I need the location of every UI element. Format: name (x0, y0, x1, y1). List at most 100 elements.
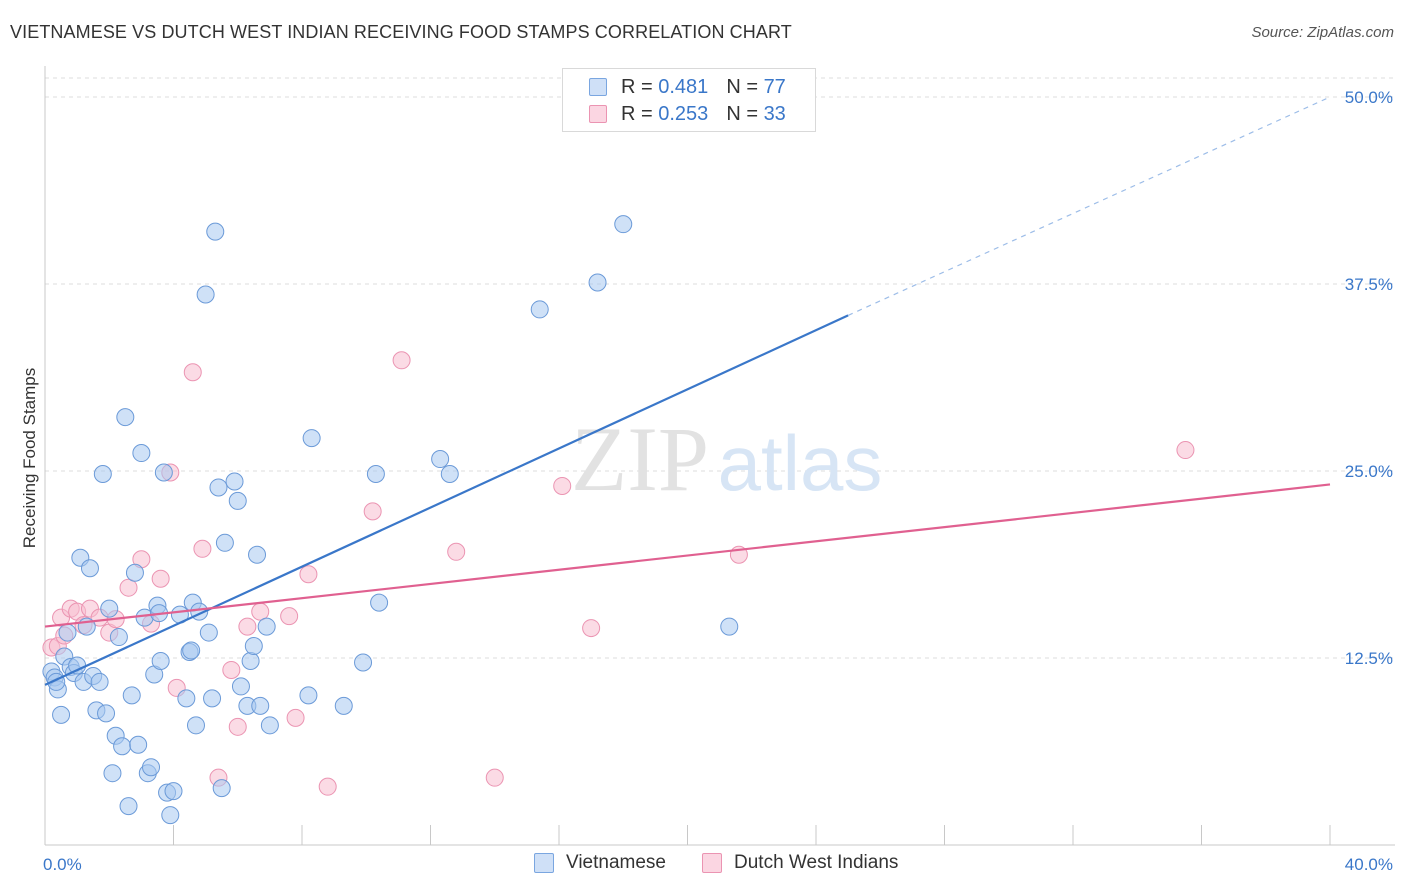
watermark-atlas: atlas (718, 419, 883, 507)
point-vietnamese-72 (614, 215, 633, 234)
legend-swatch-vietnamese (589, 78, 607, 96)
point-vietnamese-17 (97, 704, 116, 723)
point-vietnamese-65 (354, 653, 373, 672)
axes (44, 66, 1395, 846)
legend-item-vietnamese: Vietnamese (534, 852, 666, 874)
point-vietnamese-60 (257, 617, 276, 636)
point-dutch-west-indians-30 (447, 542, 466, 561)
point-vietnamese-22 (113, 737, 132, 756)
legend-n-label: N = (726, 75, 758, 98)
point-vietnamese-5 (58, 623, 77, 642)
point-vietnamese-26 (125, 563, 144, 582)
point-vietnamese-27 (129, 735, 148, 754)
point-vietnamese-49 (209, 478, 228, 497)
legend-label-dutch-west-indians: Dutch West Indians (734, 852, 899, 873)
point-vietnamese-28 (132, 444, 151, 463)
point-vietnamese-51 (215, 533, 234, 552)
point-dutch-west-indians-28 (363, 502, 382, 521)
point-dutch-west-indians-18 (193, 539, 212, 558)
point-vietnamese-25 (122, 686, 141, 705)
point-vietnamese-34 (151, 651, 170, 670)
legend-swatch-dutch-west-indians (589, 105, 607, 123)
point-dutch-west-indians-31 (485, 768, 504, 787)
point-vietnamese-67 (370, 593, 389, 612)
correlation-legend: R = 0.481 N = 77 R = 0.253 N = 33 (562, 68, 816, 132)
point-vietnamese-8 (68, 656, 87, 675)
point-dutch-west-indians-33 (582, 619, 601, 638)
watermark-zip: ZIP (571, 408, 709, 510)
point-vietnamese-71 (588, 273, 607, 292)
legend-r-value: 0.481 (658, 75, 709, 98)
point-dutch-west-indians-29 (392, 351, 411, 370)
point-vietnamese-38 (164, 782, 183, 801)
point-vietnamese-68 (431, 450, 450, 469)
point-dutch-west-indians-24 (280, 607, 299, 626)
x-tick-label-start: 0.0% (43, 855, 82, 874)
y-tick-label-3: 50.0% (1345, 88, 1393, 107)
point-vietnamese-24 (119, 797, 138, 816)
point-vietnamese-56 (241, 651, 260, 670)
legend-swatch-vietnamese (534, 853, 554, 873)
tick-labels: 12.5% 25.0% 37.5% 50.0% 0.0% 40.0% (43, 88, 1393, 874)
point-vietnamese-31 (142, 758, 161, 777)
legend-row-vietnamese: R = 0.481 N = 77 (589, 74, 786, 100)
legend-row-dutch-west-indians: R = 0.253 N = 33 (589, 101, 786, 127)
trend-line-dutch-west-indians (44, 483, 1331, 628)
point-vietnamese-64 (334, 696, 353, 715)
legend-r-label: R = (621, 75, 653, 98)
point-vietnamese-63 (302, 429, 321, 448)
point-vietnamese-52 (225, 472, 244, 491)
point-dutch-west-indians-27 (318, 777, 337, 796)
point-vietnamese-37 (161, 806, 180, 825)
point-vietnamese-46 (199, 623, 218, 642)
point-vietnamese-12 (80, 559, 99, 578)
x-tick-label-end: 40.0% (1345, 855, 1393, 874)
point-vietnamese-19 (103, 764, 122, 783)
legend-r-value: 0.253 (658, 102, 709, 125)
grid-lines (45, 77, 1395, 659)
y-tick-label-1: 25.0% (1345, 462, 1393, 481)
point-vietnamese-43 (186, 716, 205, 735)
point-vietnamese-47 (203, 689, 222, 708)
series-legend: Vietnamese Dutch West Indians (0, 852, 1406, 878)
point-dutch-west-indians-21 (228, 717, 247, 736)
trend-line-vietnamese-extension (847, 96, 1331, 316)
point-dutch-west-indians-11 (119, 578, 138, 597)
y-tick-label-0: 12.5% (1345, 649, 1393, 668)
trend-lines (44, 96, 1331, 686)
point-dutch-west-indians-26 (299, 565, 318, 584)
point-vietnamese-35 (154, 463, 173, 482)
point-vietnamese-50 (212, 779, 231, 798)
y-axis-label: Receiving Food Stamps (20, 367, 39, 549)
point-vietnamese-70 (530, 300, 549, 319)
point-vietnamese-18 (100, 599, 119, 618)
legend-n-value: 77 (763, 75, 786, 98)
point-dutch-west-indians-14 (151, 569, 170, 588)
legend-n-label: N = (726, 102, 758, 125)
point-vietnamese-45 (196, 285, 215, 304)
point-vietnamese-59 (251, 696, 270, 715)
legend-label-vietnamese: Vietnamese (566, 852, 666, 873)
series-vietnamese (42, 215, 739, 825)
point-vietnamese-73 (720, 617, 739, 636)
legend-n-value: 33 (763, 102, 786, 125)
point-vietnamese-3 (52, 705, 71, 724)
point-vietnamese-53 (228, 491, 247, 510)
point-vietnamese-21 (109, 628, 128, 647)
point-vietnamese-58 (248, 545, 267, 564)
point-dutch-west-indians-17 (183, 363, 202, 382)
y-tick-label-2: 37.5% (1345, 275, 1393, 294)
source-label: Source: ZipAtlas.com (1251, 24, 1394, 41)
point-vietnamese-16 (93, 464, 112, 483)
point-vietnamese-66 (366, 464, 385, 483)
point-vietnamese-62 (299, 686, 318, 705)
point-vietnamese-48 (206, 222, 225, 241)
point-vietnamese-69 (440, 464, 459, 483)
trend-line-vietnamese (44, 314, 849, 686)
legend-item-dutch-west-indians: Dutch West Indians (702, 852, 898, 874)
point-vietnamese-15 (90, 672, 109, 691)
point-dutch-west-indians-22 (238, 617, 257, 636)
point-dutch-west-indians-25 (286, 708, 305, 727)
chart-title: VIETNAMESE VS DUTCH WEST INDIAN RECEIVIN… (10, 22, 792, 42)
